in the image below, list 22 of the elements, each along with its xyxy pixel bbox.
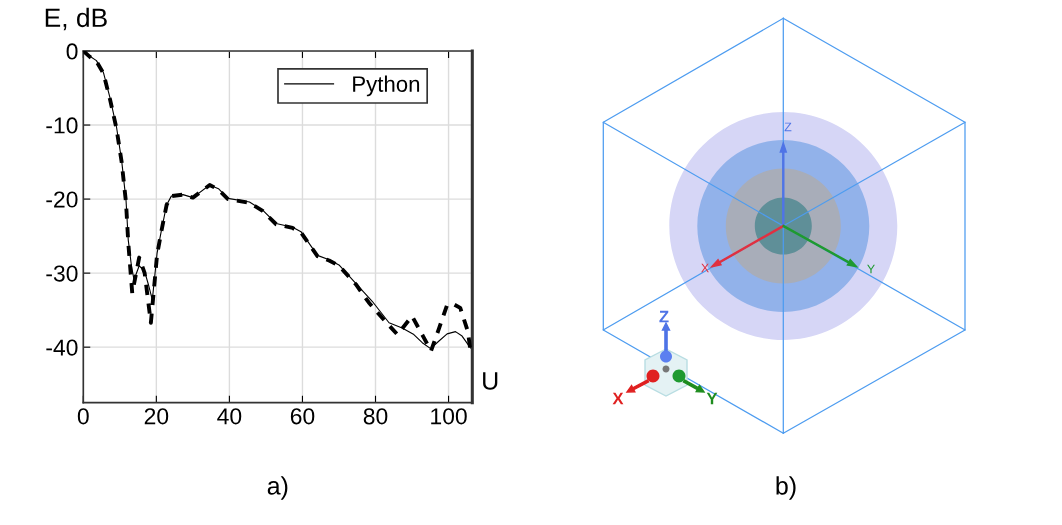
text: b) [776, 476, 796, 500]
x-axis-title: U [483, 372, 498, 390]
y-tick-label: -10 [46, 117, 78, 134]
x-tick-label: 100 [431, 408, 467, 425]
y-tick-label: -30 [46, 265, 78, 282]
text: Z [659, 310, 669, 323]
text: X [612, 392, 624, 405]
y-axis-title: E, dB [45, 7, 107, 31]
text: Y [706, 392, 718, 405]
text: Z [784, 122, 792, 132]
legend-label: Python [353, 75, 420, 97]
text: a) [267, 476, 288, 500]
y-tick-label: -40 [46, 339, 78, 356]
x-tick-label: 0 [77, 408, 89, 425]
x-tick-label: 40 [217, 408, 242, 425]
text: X [701, 263, 709, 273]
y-tick-label: 0 [66, 43, 78, 60]
y-tick-label: -20 [46, 191, 78, 208]
text: Y [867, 264, 875, 274]
x-tick-label: 20 [144, 408, 169, 425]
x-tick-label: 80 [363, 408, 388, 425]
x-tick-label: 60 [290, 408, 315, 425]
